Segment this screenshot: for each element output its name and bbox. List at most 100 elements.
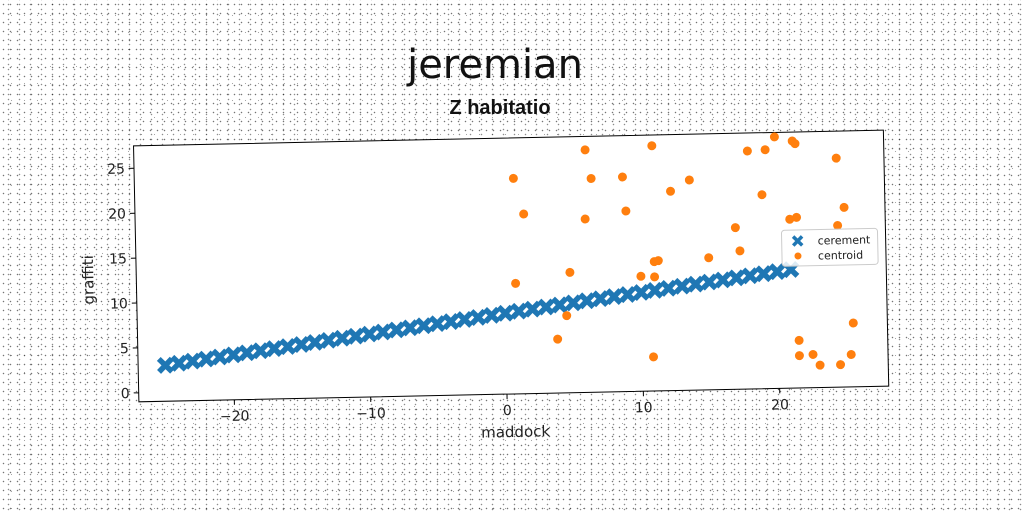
cerement-point	[496, 304, 514, 322]
centroid-point	[833, 220, 843, 230]
y-tick-label: 15	[109, 251, 127, 267]
centroid-point	[511, 278, 521, 288]
centroid-point	[730, 223, 740, 233]
centroid-point	[653, 256, 663, 266]
centroid-point	[846, 350, 856, 360]
cerement-point	[455, 310, 474, 329]
centroid-point	[666, 186, 676, 196]
cerement-point	[387, 321, 406, 339]
cerement-point	[347, 327, 365, 345]
centroid-point	[621, 206, 631, 216]
x-tick-label: 0	[503, 403, 512, 419]
cerement-point	[714, 271, 732, 289]
centroid-point	[836, 360, 846, 370]
centroid-point	[794, 335, 804, 345]
cerement-point	[605, 288, 623, 306]
centroid-point	[831, 153, 841, 163]
cerement-point	[619, 285, 637, 304]
centroid-point	[565, 267, 575, 277]
y-axis-label: graffiti	[79, 255, 98, 305]
y-tick-label: 0	[121, 386, 130, 402]
cerement-point	[551, 296, 569, 314]
legend-marker-centroid	[794, 252, 802, 260]
x-axis-label: maddock	[481, 422, 551, 441]
cerement-point	[265, 340, 283, 358]
cerement-point	[727, 269, 745, 287]
cerement-point	[591, 290, 610, 308]
chart-subtitle: Z habitatio	[449, 97, 550, 119]
centroid-point	[735, 246, 745, 256]
cerement-point	[211, 348, 229, 366]
cerement-point	[306, 333, 324, 351]
centroid-point	[562, 311, 572, 321]
cerement-point	[537, 298, 555, 316]
cerement-point	[238, 344, 256, 362]
cerement-point	[659, 279, 677, 297]
cerement-point	[687, 275, 705, 293]
legend-marker-cerement	[791, 235, 804, 247]
cerement-point	[184, 352, 202, 370]
y-tick-label: 25	[107, 162, 125, 178]
cerement-point	[442, 313, 460, 331]
cerement-point	[483, 306, 501, 324]
centroid-point	[785, 214, 795, 224]
series-layer	[156, 132, 858, 374]
legend-box	[780, 227, 879, 267]
x-tick-label: 20	[771, 397, 789, 413]
centroid-point	[757, 190, 767, 200]
plot-area	[133, 129, 890, 403]
legend-label: cerement	[818, 233, 872, 247]
cerement-point	[523, 300, 542, 318]
cerement-point	[700, 273, 718, 291]
cerement-point	[632, 283, 650, 301]
centroid-point	[617, 172, 627, 182]
cerement-point	[768, 263, 786, 281]
cerement-point	[755, 265, 773, 283]
x-tick-label: −20	[220, 408, 250, 425]
centroid-point	[580, 145, 590, 155]
x-tick-label: 10	[635, 400, 653, 416]
x-tick-label: −10	[356, 406, 386, 423]
centroid-point	[647, 141, 657, 151]
cerement-point	[252, 342, 270, 360]
y-axis: 0 5 10 15 20 25	[107, 162, 139, 402]
centroid-point	[580, 214, 590, 224]
cerement-point	[415, 317, 433, 335]
cerement-point	[578, 292, 596, 310]
cerement-point	[741, 267, 759, 285]
cerement-point	[428, 315, 446, 333]
centroid-point	[649, 352, 659, 362]
legend-label: centroid	[818, 249, 863, 263]
y-tick-label: 5	[120, 341, 129, 357]
y-tick-label: 20	[108, 206, 126, 222]
centroid-point	[704, 253, 714, 263]
cerement-point	[156, 356, 174, 374]
centroid-point	[815, 360, 825, 370]
cerement-point	[224, 346, 242, 364]
centroid-point	[650, 272, 660, 282]
cerement-point	[401, 319, 419, 337]
centroid-point	[519, 209, 529, 219]
x-axis: −20 −10 0 10 20	[220, 388, 789, 425]
centroid-point	[586, 174, 596, 184]
cerement-point	[469, 308, 487, 326]
centroid-point	[636, 271, 646, 281]
cerement-point	[333, 329, 351, 347]
cerement-point	[279, 338, 297, 356]
cerement-point	[197, 350, 215, 368]
centroid-point	[808, 349, 818, 359]
chart-title: jeremian	[406, 42, 583, 88]
centroid-point	[553, 334, 563, 344]
centroid-point	[769, 132, 779, 142]
y-tick-label: 10	[110, 296, 128, 312]
centroid-point	[742, 146, 752, 156]
centroid-point	[760, 145, 770, 155]
centroid-point	[848, 318, 858, 328]
legend: cerement centroid	[780, 227, 879, 267]
cerement-point	[374, 323, 392, 341]
cerement-point	[320, 331, 338, 349]
cerement-point	[673, 277, 691, 295]
centroid-point	[790, 139, 800, 149]
